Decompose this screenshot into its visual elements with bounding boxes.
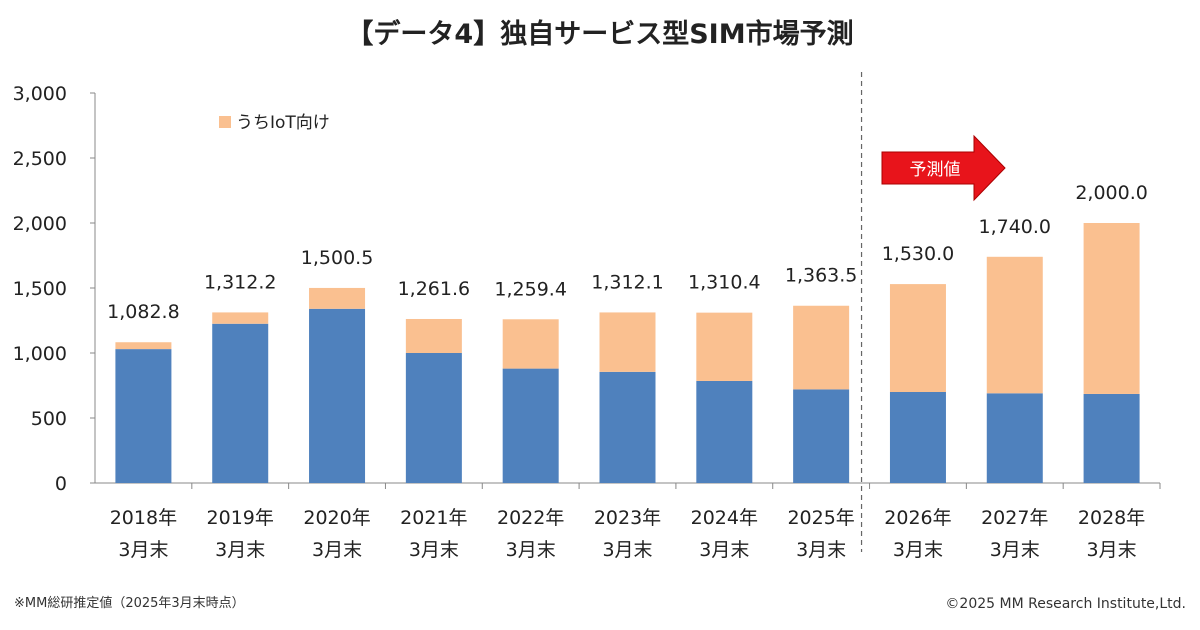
bar-segment-base: [502, 368, 559, 483]
x-tick-label-month: 3月末: [699, 539, 749, 561]
y-tick-label: 2,000: [13, 213, 67, 235]
bar-segment-base: [115, 349, 172, 483]
x-tick-label-year: 2022年: [497, 507, 564, 529]
x-tick-label-year: 2026年: [884, 507, 951, 529]
total-data-label: 2,000.0: [1075, 182, 1148, 204]
bar-segment-iot: [309, 287, 366, 309]
total-data-label: 1,261.6: [398, 278, 471, 300]
legend-label: うちIoT向け: [236, 113, 330, 133]
x-tick-label-month: 3月末: [893, 539, 943, 561]
bar-segment-base: [405, 353, 462, 483]
bar-segment-iot: [599, 312, 656, 372]
x-tick-label-month: 3月末: [990, 539, 1040, 561]
x-tick-label-year: 2019年: [207, 507, 274, 529]
bar-segment-iot: [502, 319, 559, 369]
x-tick-label-month: 3月末: [312, 539, 362, 561]
chart-title: 【データ4】独自サービス型SIM市場予測: [346, 19, 854, 50]
x-tick-label-year: 2023年: [594, 507, 661, 529]
total-data-label: 1,259.4: [494, 278, 567, 300]
x-tick-label-month: 3月末: [409, 539, 459, 561]
bar-segment-base: [599, 371, 656, 483]
bar-segment-iot: [986, 256, 1043, 394]
bar-segment-base: [212, 323, 269, 483]
x-tick-label-year: 2024年: [691, 507, 758, 529]
legend: うちIoT向け: [219, 113, 330, 133]
x-tick-label-year: 2018年: [110, 507, 177, 529]
x-tick-label-month: 3月末: [215, 539, 265, 561]
bar-segment-base: [889, 392, 946, 483]
bar-segment-base: [696, 380, 753, 483]
footnote: ※MM総研推定値（2025年3月末時点）: [14, 596, 245, 611]
bar-segment-iot: [696, 312, 753, 381]
legend-swatch: [219, 116, 231, 128]
forecast-arrow: [881, 134, 1006, 202]
bar-segment-iot: [212, 312, 269, 324]
x-tick-label-year: 2027年: [981, 507, 1048, 529]
forecast-marker: 予測値: [860, 72, 1006, 552]
total-data-label: 1,740.0: [979, 216, 1052, 238]
y-tick-label: 0: [55, 473, 67, 495]
y-tick-label: 2,500: [13, 148, 67, 170]
forecast-label: 予測値: [910, 160, 961, 180]
bar-segment-base: [309, 308, 366, 483]
bar-segment-iot: [115, 342, 172, 350]
total-data-label: 1,310.4: [688, 272, 761, 294]
total-data-label: 1,312.1: [591, 271, 664, 293]
x-tick-label-month: 3月末: [796, 539, 846, 561]
x-tick-label-year: 2025年: [787, 507, 854, 529]
total-data-label: 1,530.0: [882, 243, 955, 265]
copyright: ©2025 MM Research Institute,Ltd.: [945, 596, 1186, 612]
x-tick-label-month: 3月末: [118, 539, 168, 561]
data-labels: 1,082.8 1,312.2 1,500.5 1,261.6 1,259.4 1,312…: [107, 182, 1148, 323]
bar-segment-iot: [793, 305, 850, 390]
bar-segment-iot: [889, 284, 946, 392]
x-tick-label-year: 2021年: [400, 507, 467, 529]
total-data-label: 1,312.2: [204, 271, 277, 293]
total-data-label: 1,082.8: [107, 301, 180, 323]
bar-segment-iot: [405, 318, 462, 353]
bar-segment-base: [1083, 393, 1140, 483]
y-tick-label: 500: [31, 408, 67, 430]
y-tick-label: 1,500: [13, 278, 67, 300]
bar-segment-iot: [1083, 223, 1140, 394]
total-data-label: 1,363.5: [785, 265, 858, 287]
axes: 0 500 1,000 1,500 2,000 2,500 3,000 2018年 3月末 201…: [13, 83, 1161, 561]
x-tick-label-year: 2028年: [1078, 507, 1145, 529]
bar-segment-base: [793, 389, 850, 483]
bar-segment-base: [986, 393, 1043, 483]
x-tick-label-month: 3月末: [506, 539, 556, 561]
x-tick-label-month: 3月末: [602, 539, 652, 561]
x-tick-label-month: 3月末: [1087, 539, 1137, 561]
y-tick-label: 1,000: [13, 343, 67, 365]
total-data-label: 1,500.5: [301, 247, 374, 269]
x-tick-label-year: 2020年: [303, 507, 370, 529]
bars: [115, 223, 1140, 483]
y-tick-label: 3,000: [13, 83, 67, 105]
